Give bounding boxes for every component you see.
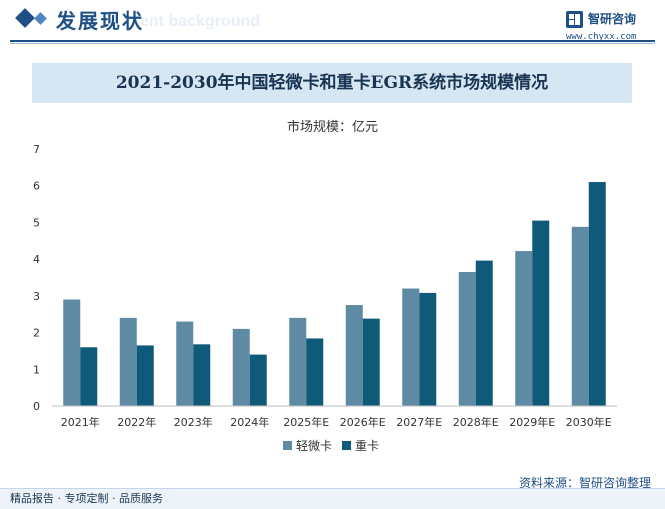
- y-tick-label: 4: [33, 253, 40, 266]
- bar-heavy-truck: [80, 347, 98, 406]
- brand-url: www.chyxx.com: [566, 32, 637, 42]
- bar-heavy-truck: [249, 354, 267, 406]
- bar-heavy-truck: [588, 182, 606, 406]
- x-tick-label: 2029年E: [509, 415, 555, 429]
- x-tick-label: 2026年E: [340, 415, 386, 429]
- legend-label: 重卡: [355, 439, 379, 453]
- legend-swatch: [342, 441, 351, 450]
- section-header: ent background 发展现状: [0, 0, 665, 46]
- brand-name: 智研咨询: [588, 12, 637, 26]
- chart-unit-label: 市场规模：亿元: [286, 120, 378, 135]
- bar-heavy-truck: [475, 260, 493, 406]
- y-tick-label: 3: [33, 290, 40, 303]
- x-tick-label: 2023年: [174, 415, 213, 429]
- bar-heavy-truck: [532, 220, 550, 406]
- bar-light-truck: [232, 328, 250, 406]
- bar-light-truck: [63, 299, 81, 406]
- bar-light-truck: [289, 317, 307, 406]
- bar-light-truck: [515, 251, 533, 406]
- x-tick-label: 2025年E: [283, 415, 329, 429]
- brand-logo-block[interactable]: 智研咨询 www.chyxx.com: [566, 8, 661, 42]
- footer-tagline: 精品报告 · 专项定制 · 品质服务: [10, 492, 163, 505]
- bar-heavy-truck: [136, 345, 154, 406]
- y-tick-label: 1: [33, 363, 40, 376]
- header-divider-thin: [10, 43, 655, 44]
- x-axis: 2021年 2022年 2023年 2024年 2025年E 2026年E 2027年E 20…: [52, 405, 617, 429]
- y-tick-label: 7: [33, 143, 40, 156]
- bar-heavy-truck: [362, 318, 380, 406]
- x-tick-label: 2030年E: [566, 415, 612, 429]
- bar-light-truck: [176, 321, 194, 406]
- y-tick-label: 5: [33, 216, 40, 229]
- y-tick-label: 0: [33, 400, 40, 413]
- bar-heavy-truck: [419, 292, 437, 406]
- y-tick-label: 2: [33, 327, 40, 340]
- bar-light-truck: [119, 317, 137, 406]
- header-ghost-text: ent background: [140, 13, 261, 30]
- bar-heavy-truck: [306, 338, 324, 406]
- bar-light-truck: [402, 288, 420, 406]
- x-tick-label: 2024年: [230, 415, 269, 429]
- bar-light-truck: [458, 271, 476, 406]
- title-band: [32, 63, 632, 103]
- bar-series-group: [63, 182, 606, 406]
- x-tick-label: 2021年: [61, 415, 100, 429]
- bar-heavy-truck: [193, 344, 211, 406]
- chart-title: 2021-2030年中国轻微卡和重卡EGR系统市场规模情况: [115, 73, 549, 93]
- y-axis: 0 1 2 3 4 5 6 7: [33, 143, 40, 413]
- bar-light-truck: [571, 226, 589, 406]
- x-tick-label: 2028年E: [453, 415, 499, 429]
- y-tick-label: 6: [33, 180, 40, 193]
- legend-label: 轻微卡: [296, 439, 332, 453]
- bar-light-truck: [345, 305, 363, 406]
- source-note: 资料来源：智研咨询整理: [518, 476, 651, 490]
- section-title: 发展现状: [56, 9, 144, 33]
- chart-legend: 轻微卡 重卡: [283, 439, 379, 453]
- header-divider: [10, 40, 655, 42]
- legend-swatch: [283, 441, 292, 450]
- footer-bar: [0, 488, 665, 509]
- x-tick-label: 2027年E: [396, 415, 442, 429]
- brand-logo-icon: [566, 11, 583, 28]
- x-tick-label: 2022年: [117, 415, 156, 429]
